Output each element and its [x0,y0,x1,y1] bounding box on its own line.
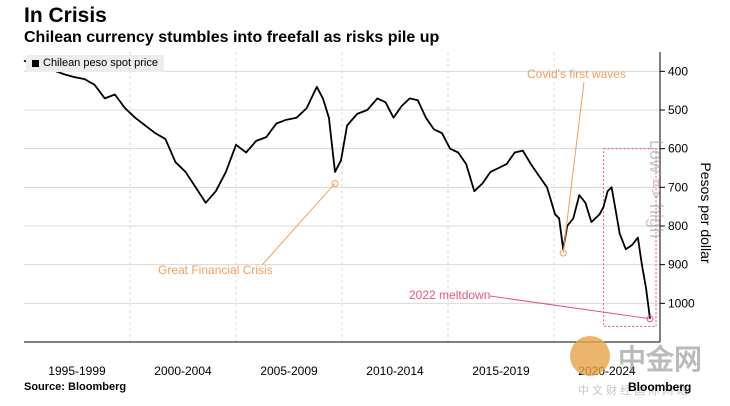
series-line [23,59,651,319]
y-axis-title: Pesos per dollar [698,162,714,264]
x-tick-label: 2010-2014 [366,364,424,378]
meltdown-box [603,148,657,328]
y-tick-label: 500 [668,103,688,117]
annotation-gfc: Great Financial Crisis [158,263,273,277]
annotation-gfc-leader [261,183,336,266]
y-tick-label: 600 [668,142,688,156]
annotation-covid: Covid's first waves [527,67,626,81]
watermark-logo: 中金网 [618,344,703,375]
watermark-logo-icon [570,336,610,376]
annotation-meltdown-marker [646,315,654,323]
annotation-covid-marker [559,249,567,257]
brand-logo: Bloomberg [628,380,692,394]
watermark-subtext: 中 文 财 经 国 际 网 站 [578,385,688,397]
x-tick-label: 1995-1999 [48,364,106,378]
chart-subtitle: Chilean currency stumbles into freefall … [24,29,440,46]
annotation-gfc-marker [331,179,339,187]
y-tick-label: 900 [668,258,688,272]
y-tick-label: 1000 [668,296,695,310]
legend-swatch [32,59,39,67]
x-tick-label: 2000-2004 [154,364,212,378]
y-tick-label: 700 [668,180,688,194]
watermark-overlay: Low => high [646,140,666,239]
annotation-meltdown-leader [489,295,651,320]
annotation-meltdown: 2022 meltdown [409,288,491,302]
chart-title: In Crisis [24,4,107,27]
source-note: Source: Bloomberg [24,381,127,393]
legend: Chilean peso spot price [26,55,164,72]
annotation-covid-leader [562,81,585,254]
x-tick-label: 2015-2019 [472,364,530,378]
y-tick-label: 400 [668,64,688,78]
legend-label: Chilean peso spot price [43,57,158,69]
x-tick-label: 2005-2009 [260,364,318,378]
y-tick-label: 800 [668,219,688,233]
